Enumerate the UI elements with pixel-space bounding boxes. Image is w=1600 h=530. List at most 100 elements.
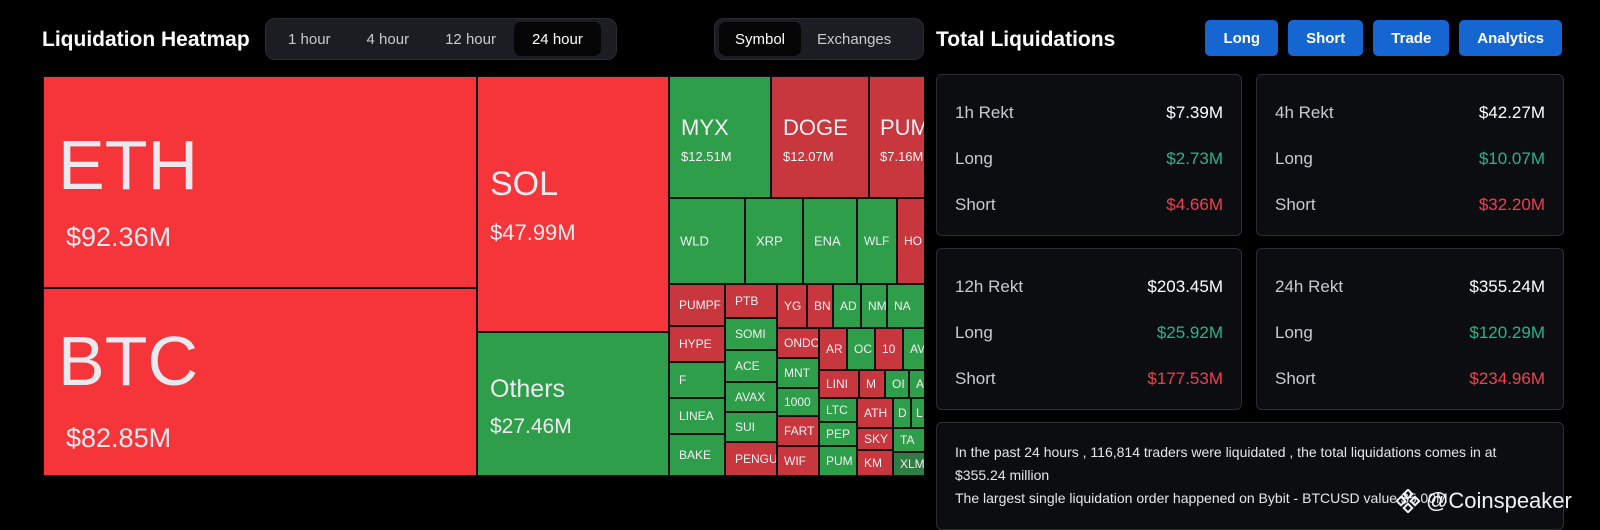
heatmap-cell-yg[interactable]: YG: [777, 284, 807, 328]
cell-symbol: LINI: [826, 377, 849, 391]
tab-symbol[interactable]: Symbol: [719, 22, 802, 56]
cell-symbol: ATH: [864, 406, 888, 420]
cell-symbol: LINEA: [679, 409, 714, 423]
card-title: 1h Rekt: [955, 103, 1014, 122]
heatmap-cell-ho[interactable]: HO: [897, 198, 924, 284]
cell-symbol: HYPE: [679, 337, 712, 351]
tab-1-hour[interactable]: 1 hour: [288, 30, 331, 48]
cell-value: $82.85M: [66, 423, 172, 453]
heatmap-cell-d[interactable]: D: [893, 398, 911, 428]
group-by-tabs: Symbol Exchanges: [714, 18, 924, 60]
heatmap-cell-ta[interactable]: TA: [893, 428, 924, 452]
heatmap-cell-wif[interactable]: WIF: [777, 446, 819, 476]
tab-exchanges[interactable]: Exchanges: [817, 30, 892, 48]
cell-symbol: MYX: [681, 115, 729, 140]
heatmap-cell-avax[interactable]: AVAX: [725, 382, 777, 412]
heatmap-cell-others[interactable]: Others $27.46M: [477, 332, 669, 476]
heatmap-cell-10[interactable]: 10: [875, 328, 903, 370]
heatmap-cell-f[interactable]: F: [669, 362, 725, 398]
cell-symbol: YG: [784, 299, 802, 313]
cell-value: $12.51M: [681, 149, 732, 164]
heatmap-cell-ad[interactable]: AD: [833, 284, 861, 328]
heatmap-cell-pum-small[interactable]: PUM: [819, 446, 857, 476]
short-label: Short: [1275, 195, 1316, 214]
card-title: 4h Rekt: [1275, 103, 1334, 122]
long-label: Long: [1275, 149, 1313, 168]
heatmap-cell-linea[interactable]: LINEA: [669, 398, 725, 434]
heatmap-cell-fart[interactable]: FART: [777, 416, 819, 446]
heatmap-cell-av[interactable]: AV: [903, 328, 924, 370]
heatmap-cell-sui[interactable]: SUI: [725, 412, 777, 442]
long-label: Long: [955, 149, 993, 168]
heatmap-cell-oi[interactable]: OI: [885, 370, 909, 398]
heatmap-cell-xrp[interactable]: XRP: [745, 198, 803, 284]
cell-symbol: A: [916, 377, 924, 391]
cell-symbol: Others: [490, 375, 566, 403]
tab-24-hour[interactable]: 24 hour: [513, 22, 601, 56]
heatmap-cell-pumpf[interactable]: PUMPF: [669, 284, 725, 326]
cell-symbol: DOGE: [783, 115, 848, 140]
cell-symbol: PUM: [880, 115, 924, 140]
liquidation-heatmap: ETH $92.36M BTC $82.85M SOL $47.99M Othe…: [43, 76, 924, 476]
heatmap-cell-ath[interactable]: ATH: [857, 398, 893, 428]
heatmap-cell-l[interactable]: L: [911, 398, 924, 428]
total-liquidations-title: Total Liquidations: [936, 28, 1116, 51]
heatmap-cell-ptb[interactable]: PTB: [725, 284, 777, 318]
cell-symbol: LTC: [826, 403, 848, 417]
heatmap-cell-a[interactable]: A: [909, 370, 924, 398]
heatmap-cell-pum[interactable]: PUM $7.16M: [869, 76, 924, 198]
analytics-button[interactable]: Analytics: [1459, 20, 1562, 56]
heatmap-cell-na[interactable]: NA: [887, 284, 924, 328]
short-button[interactable]: Short: [1288, 20, 1364, 56]
heatmap-cell-ace[interactable]: ACE: [725, 350, 777, 382]
heatmap-cell-mnt[interactable]: MNT: [777, 358, 819, 388]
heatmap-cell-wlf[interactable]: WLF: [857, 198, 897, 284]
cell-symbol: AD: [840, 299, 857, 313]
cell-symbol: WIF: [784, 454, 806, 468]
heatmap-cell-doge[interactable]: DOGE $12.07M: [771, 76, 869, 198]
heatmap-cell-btc[interactable]: BTC $82.85M: [43, 288, 477, 476]
heatmap-cell-ltc[interactable]: LTC: [819, 398, 857, 422]
cell-symbol: D: [898, 406, 907, 420]
heatmap-cell-ar[interactable]: AR: [819, 328, 847, 370]
cell-symbol: ONDO: [784, 336, 819, 350]
heatmap-cell-sky[interactable]: SKY: [857, 428, 893, 450]
heatmap-cell-sol[interactable]: SOL $47.99M: [477, 76, 669, 332]
long-button[interactable]: Long: [1205, 20, 1279, 56]
card-long-value: $25.92M: [1156, 323, 1223, 342]
heatmap-cell-nm[interactable]: NM: [861, 284, 887, 328]
heatmap-cell-pengu[interactable]: PENGU: [725, 442, 777, 476]
heatmap-cell-pep[interactable]: PEP: [819, 422, 857, 446]
short-label: Short: [955, 369, 996, 388]
cell-symbol: PEP: [826, 427, 851, 441]
heatmap-cell-somi[interactable]: SOMI: [725, 318, 777, 350]
short-label: Short: [955, 195, 996, 214]
tab-4-hour[interactable]: 4 hour: [366, 30, 410, 48]
heatmap-cell-wld[interactable]: WLD: [669, 198, 745, 284]
trade-button[interactable]: Trade: [1373, 20, 1450, 56]
card-title: 12h Rekt: [955, 277, 1024, 296]
cell-symbol: OI: [892, 377, 905, 391]
heatmap-cell-eth[interactable]: ETH $92.36M: [43, 76, 477, 288]
heatmap-cell-ena[interactable]: ENA: [803, 198, 857, 284]
rekt-card-24h: 24h Rekt $355.24M Long $120.29M Short $234.…: [1256, 248, 1564, 410]
summary-line-1: In the past 24 hours , 116,814 traders w…: [955, 444, 1497, 483]
card-title: 24h Rekt: [1275, 277, 1344, 296]
heatmap-cell-m[interactable]: M: [859, 370, 885, 398]
heatmap-cell-1000[interactable]: 1000: [777, 388, 819, 416]
heatmap-cell-km[interactable]: KM: [857, 450, 893, 476]
heatmap-cell-oc[interactable]: OC: [847, 328, 875, 370]
heatmap-cell-myx[interactable]: MYX $12.51M: [669, 76, 771, 198]
cell-symbol: ETH: [58, 126, 198, 204]
cell-symbol: L: [916, 406, 923, 420]
cell-symbol: BAKE: [679, 448, 712, 462]
tab-12-hour[interactable]: 12 hour: [445, 30, 496, 48]
cell-symbol: AV: [910, 342, 924, 356]
heatmap-cell-xlm[interactable]: XLM: [893, 452, 924, 476]
heatmap-cell-bn[interactable]: BN: [807, 284, 833, 328]
heatmap-cell-lini[interactable]: LINI: [819, 370, 859, 398]
cell-symbol: NA: [894, 299, 911, 313]
heatmap-cell-hype[interactable]: HYPE: [669, 326, 725, 362]
heatmap-cell-ondo[interactable]: ONDO: [777, 328, 819, 358]
heatmap-cell-bake[interactable]: BAKE: [669, 434, 725, 476]
